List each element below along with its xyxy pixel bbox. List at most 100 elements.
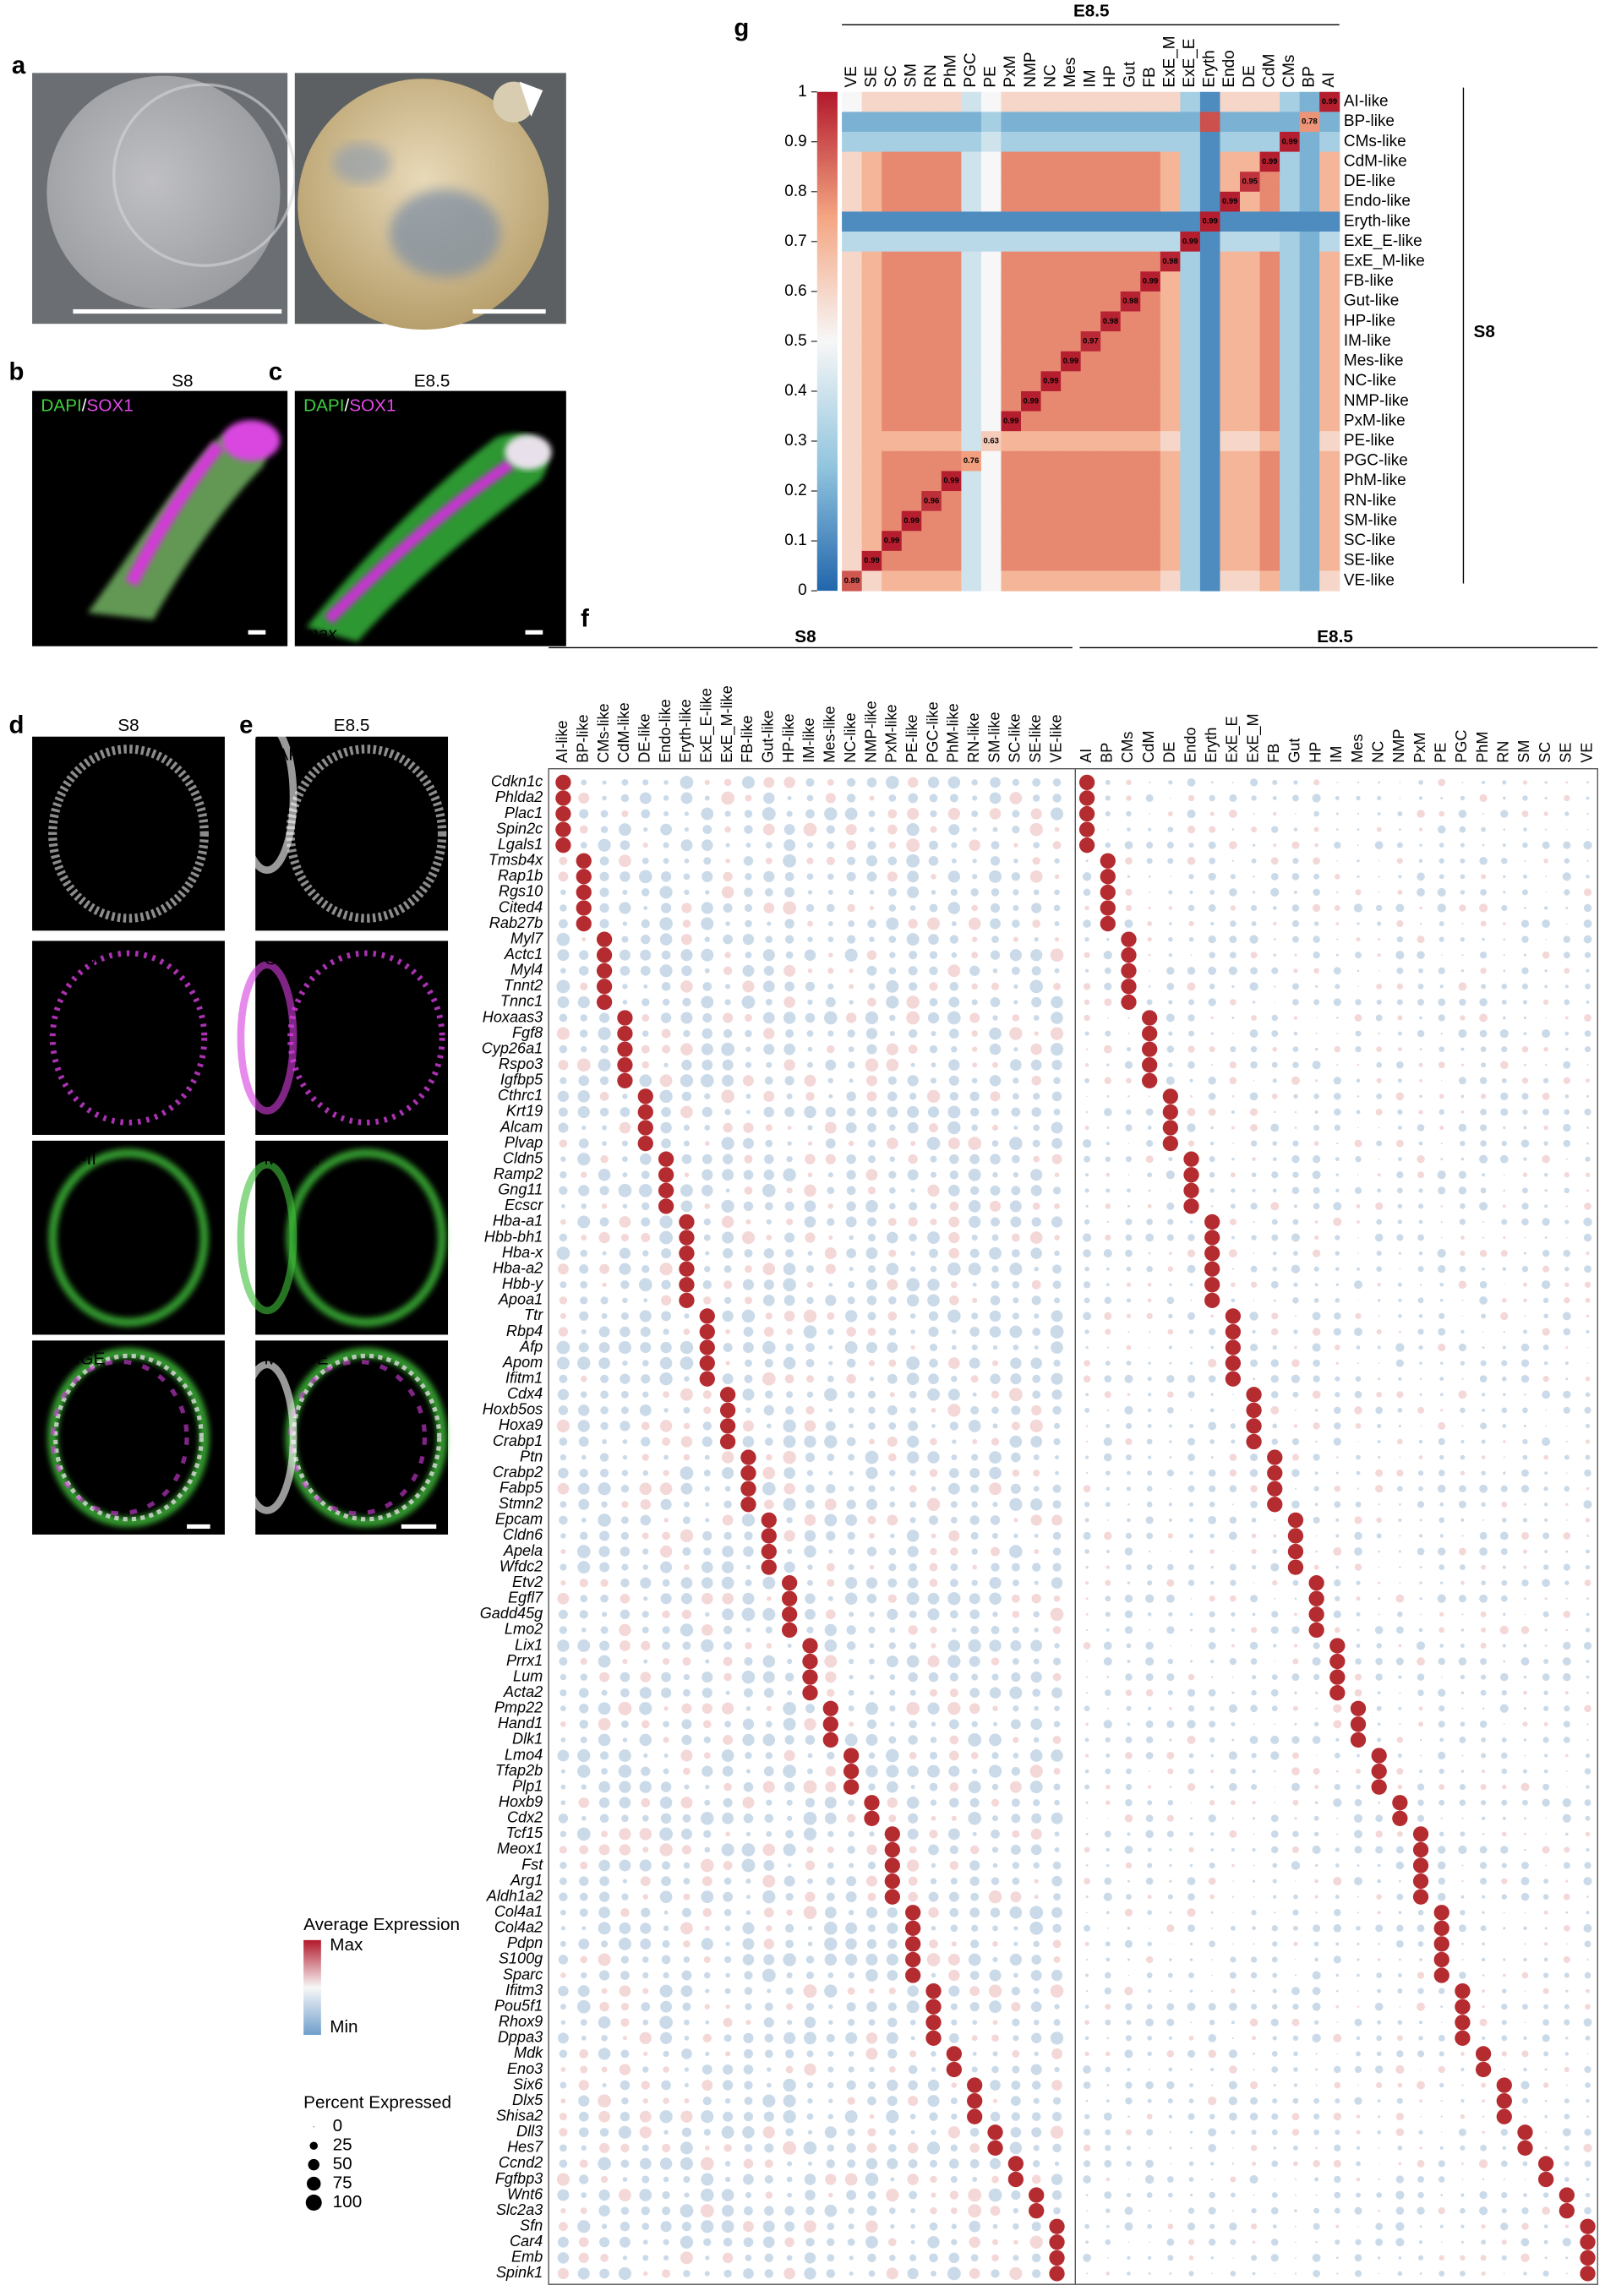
background-dot [620,1107,631,1117]
background-dot [1419,1377,1422,1380]
background-dot [907,1105,920,1118]
heat-cell [1240,251,1261,272]
background-dot [1420,1425,1422,1427]
background-dot [1460,1644,1465,1648]
background-dot [906,1451,920,1464]
background-dot [1034,1031,1039,1036]
background-dot [1271,1093,1278,1099]
background-dot [1479,1862,1488,1869]
background-dot [1438,1046,1445,1052]
background-dot [929,998,938,1006]
background-dot [865,1906,878,1918]
heat-cell [961,131,982,153]
background-dot [970,1939,980,1949]
background-dot [1051,1341,1063,1354]
background-dot [619,1121,631,1134]
background-dot [1084,905,1089,911]
marker-dot [637,1120,653,1136]
heat-cell [980,291,1002,313]
background-dot [930,1688,938,1697]
background-dot [1503,1471,1506,1475]
background-dot [1146,842,1154,849]
background-dot [1009,1027,1023,1040]
background-dot [741,1607,756,1622]
background-dot [680,1529,694,1543]
background-dot [621,1470,629,1476]
heat-cell [1140,131,1161,153]
heat-cell [1120,351,1141,372]
heat-cell [921,491,942,512]
background-dot [784,1076,794,1086]
background-dot [907,870,920,883]
background-dot [827,983,834,990]
heat-cell [1199,471,1220,492]
background-dot [1460,1439,1465,1444]
background-dot [867,1924,876,1933]
background-dot [1271,1171,1279,1179]
background-dot [1564,2019,1570,2026]
gene-label: Rab27b [489,914,543,931]
heat-cell [1061,331,1082,352]
background-dot [988,1984,1002,1998]
background-dot [620,1971,630,1980]
background-dot [1543,1957,1548,1962]
background-dot [1438,1784,1445,1791]
background-dot [560,1563,567,1571]
background-dot [807,1046,813,1052]
background-dot [1480,1611,1487,1617]
background-dot [865,1247,878,1260]
background-dot [1293,1251,1298,1256]
background-dot [1187,1924,1195,1933]
background-dot [1542,1737,1549,1743]
background-dot [1438,843,1444,848]
background-dot [1274,1519,1276,1521]
background-dot [929,982,938,991]
background-dot [887,824,898,835]
background-dot [1010,1719,1021,1730]
x-tick-label: Endo [1182,727,1198,762]
background-dot [1354,1877,1362,1886]
heat-cell [961,390,982,412]
background-dot [783,1168,796,1181]
background-dot [1249,935,1258,944]
background-dot [1438,1831,1444,1837]
background-dot [1292,1391,1299,1398]
background-dot [907,886,920,898]
background-dot [600,1296,609,1305]
background-dot [1437,1248,1446,1258]
heat-cell [1280,151,1301,172]
background-dot [1189,1628,1193,1632]
background-dot [926,1137,941,1150]
background-dot [968,1263,981,1276]
background-dot [827,1688,835,1697]
background-dot [560,1501,567,1508]
background-dot [1105,779,1111,785]
marker-dot [1162,1135,1178,1152]
background-dot [580,1673,588,1681]
background-dot [1208,998,1216,1006]
background-dot [1502,922,1506,925]
background-dot [1397,1126,1402,1130]
background-dot [1565,1597,1568,1600]
background-dot [1147,1895,1152,1900]
background-dot [1104,1877,1112,1885]
background-dot [1166,1076,1175,1085]
background-dot [867,1186,876,1195]
background-dot [827,841,835,849]
background-dot [1125,904,1133,912]
background-dot [866,777,877,788]
background-dot [1252,1612,1256,1617]
background-dot [1188,1768,1195,1775]
heat-cell [1199,550,1220,572]
background-dot [659,1420,673,1432]
background-dot [1209,1046,1215,1053]
background-dot [1501,904,1508,912]
heat-cell [1100,531,1122,552]
background-dot [1356,1926,1361,1931]
background-dot [643,906,648,910]
heat-cell [1100,211,1122,232]
background-dot [745,1029,752,1038]
background-dot [762,1263,776,1276]
background-dot [806,1296,814,1305]
background-dot [1189,1078,1193,1083]
